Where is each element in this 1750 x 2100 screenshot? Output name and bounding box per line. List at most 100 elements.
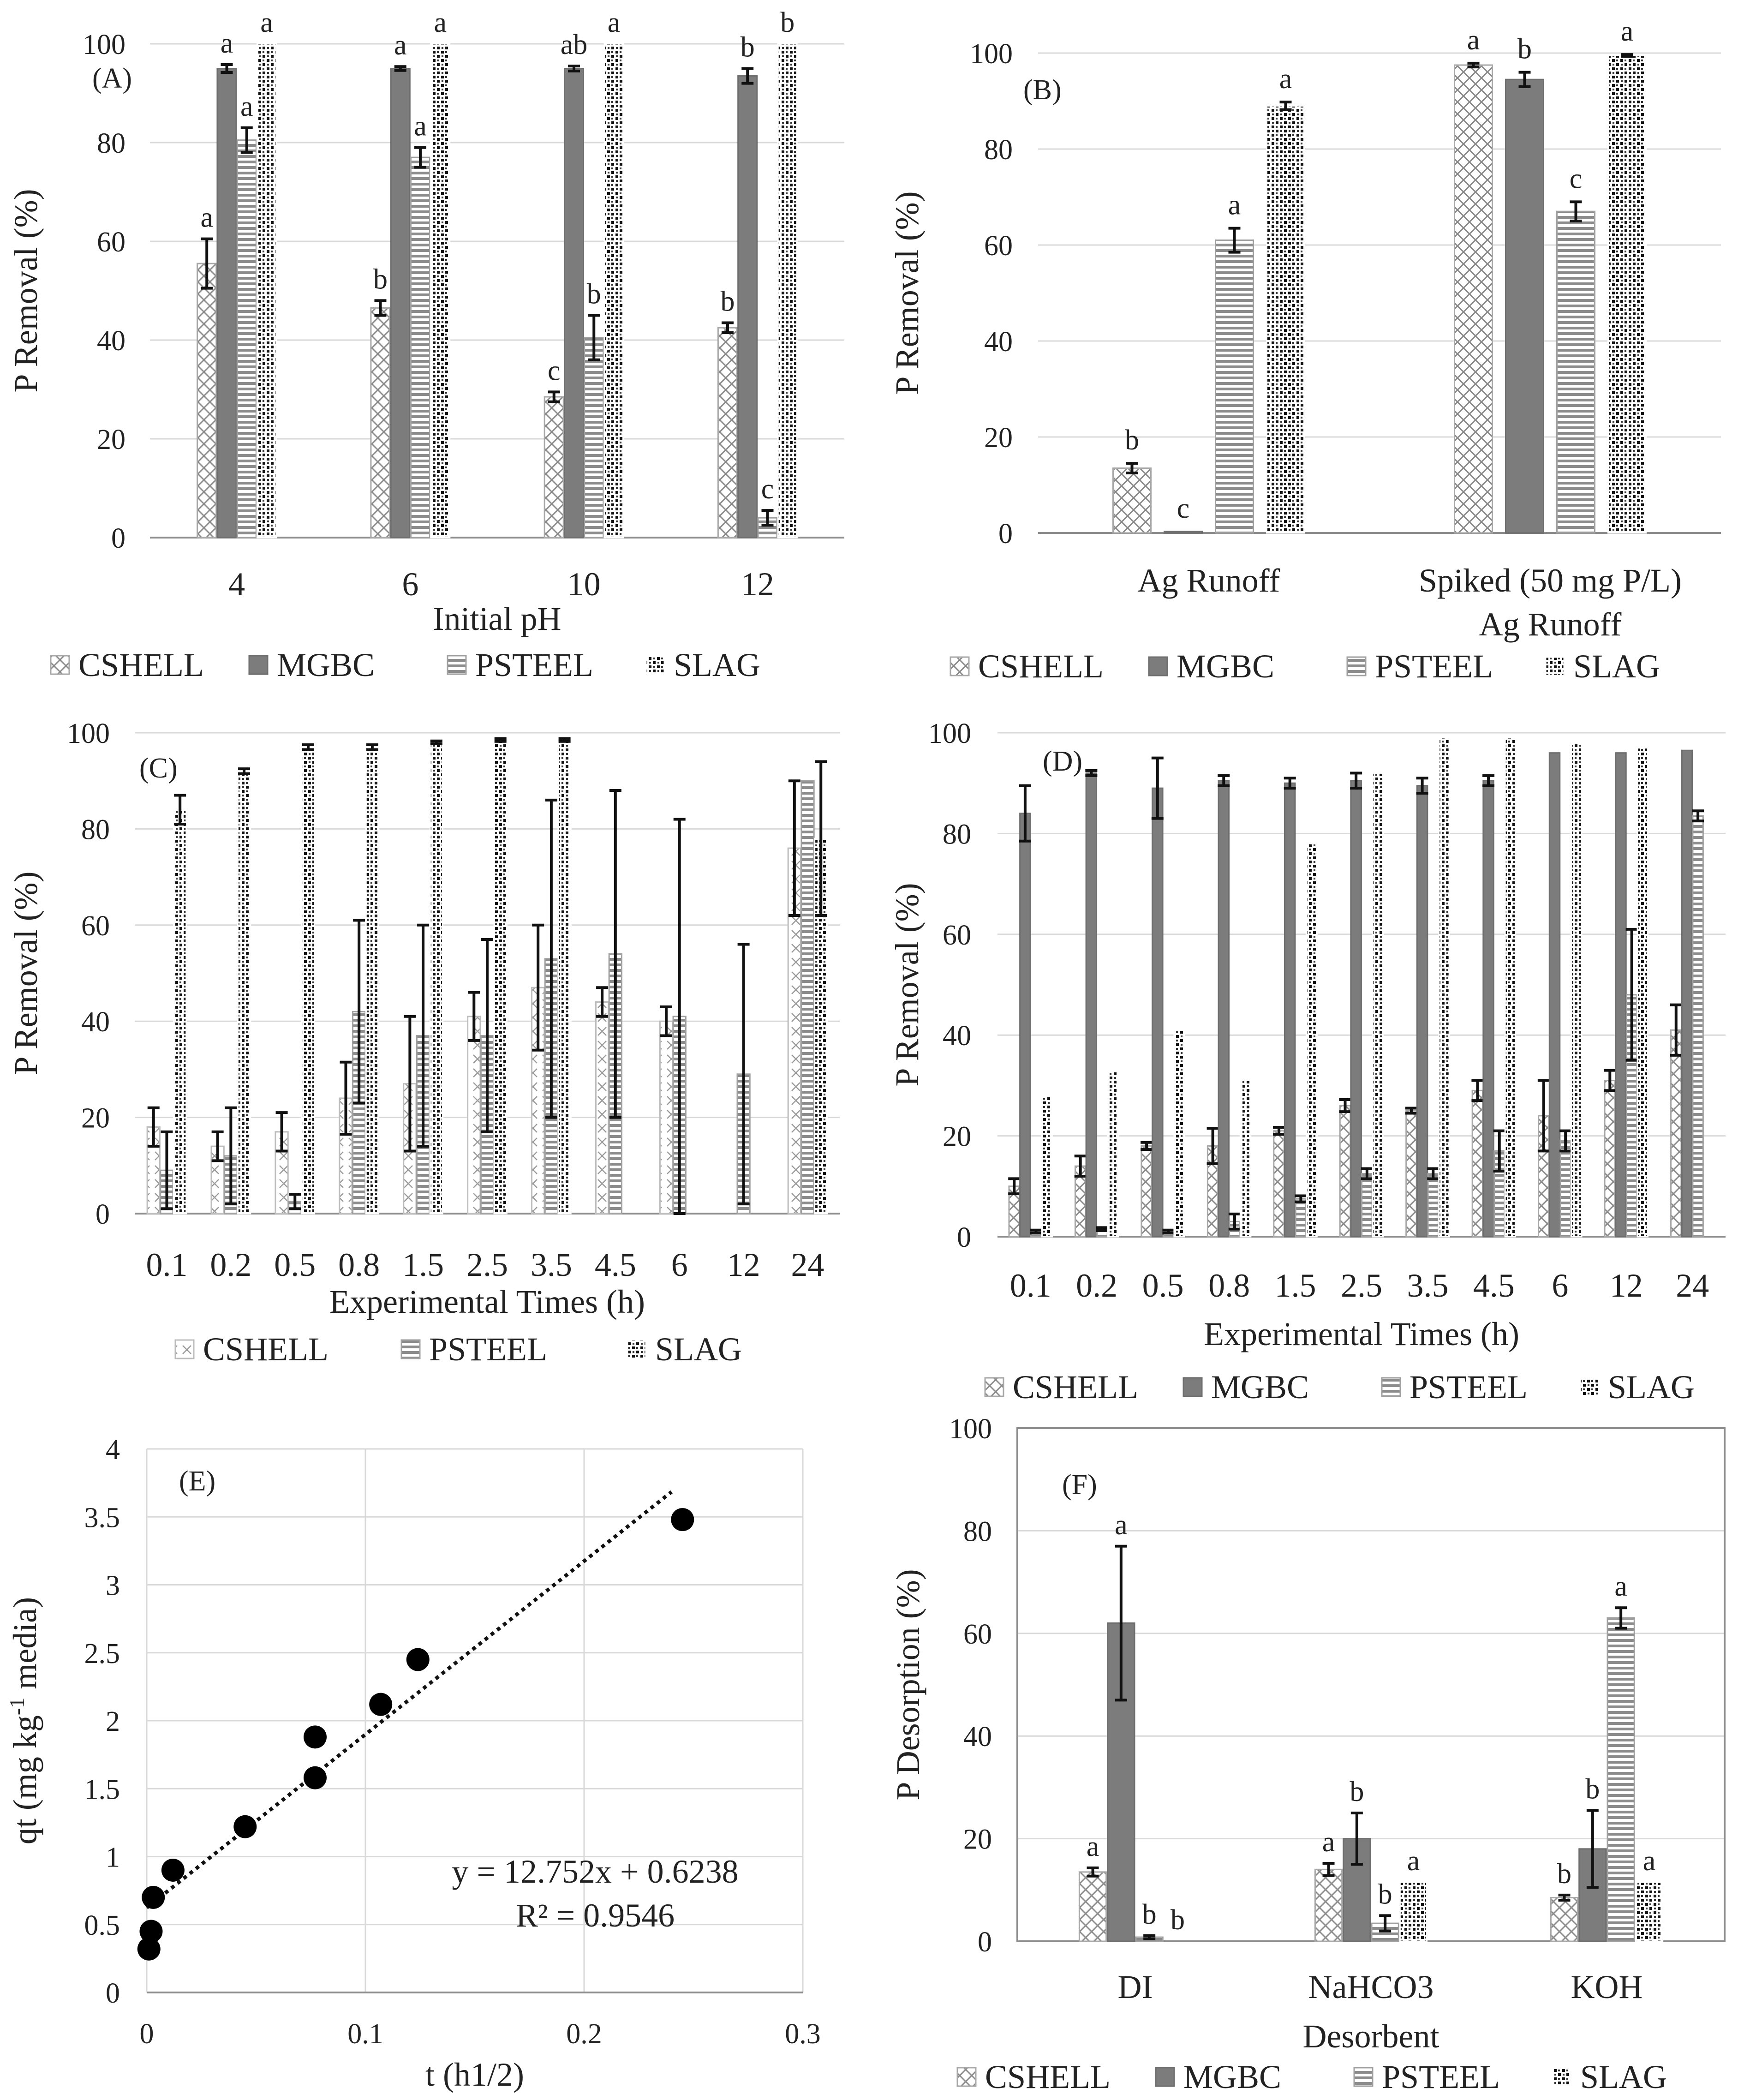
data-point (233, 1815, 257, 1838)
bar-cshell (1454, 64, 1493, 534)
y-tick-label: 0 (96, 1199, 110, 1230)
bar-slag (1637, 747, 1649, 1238)
bar-mgbc (1681, 749, 1693, 1238)
legend-swatch (1183, 1377, 1203, 1397)
panel-label: (A) (92, 63, 132, 94)
legend-label: CSHELL (203, 1331, 328, 1368)
x-tick-label: 6 (671, 1246, 688, 1283)
legend-label: SLAG (1580, 2058, 1667, 2095)
legend-swatch (50, 655, 70, 675)
significance-letter: c (1570, 163, 1583, 194)
bar-mgbc (1085, 772, 1098, 1238)
bar-mgbc (1615, 752, 1627, 1238)
x-tick-label: 10 (567, 566, 601, 603)
legend-label: SLAG (1608, 1369, 1695, 1406)
legend-label: MGBC (1211, 1369, 1309, 1406)
bar-slag (1239, 1079, 1252, 1238)
y-axis-label: P Removal (%) (7, 189, 44, 392)
legend-swatch (1545, 656, 1565, 676)
bar-cshell (1314, 1868, 1343, 1942)
x-tick-label: 0.8 (1208, 1267, 1250, 1304)
x-tick-label: 12 (1610, 1267, 1643, 1304)
y-tick-label: 3 (106, 1570, 120, 1602)
x-tick-label: 0.5 (274, 1246, 316, 1283)
significance-letter: b (720, 286, 735, 317)
bar-slag (1504, 737, 1517, 1238)
y-axis-label: P Removal (%) (889, 191, 926, 395)
bar-slag (1372, 772, 1384, 1238)
legend-swatch (984, 1377, 1004, 1397)
bar-psteel (1295, 1198, 1307, 1238)
y-tick-label: 80 (943, 819, 971, 850)
significance-letter: a (1407, 1845, 1420, 1877)
bar-slag (1107, 1070, 1119, 1238)
bar-mgbc (1218, 780, 1230, 1238)
bar-slag (1306, 843, 1318, 1238)
trendline-equation: y = 12.752x + 0.6238 (452, 1853, 738, 1890)
bar-slag (237, 770, 251, 1215)
bar-mgbc (1152, 787, 1164, 1238)
bar-cshell (1604, 1079, 1616, 1238)
y-axis-label: P Removal (%) (7, 871, 44, 1075)
x-axis-label: Initial pH (433, 600, 561, 637)
bar-psteel (236, 139, 257, 538)
bar-psteel (1556, 210, 1595, 534)
significance-letter: a (260, 7, 273, 38)
bar-mgbc (1164, 531, 1203, 534)
y-axis-label-main: qt (mg kg (6, 1715, 43, 1844)
x-tick-label: 2.5 (1341, 1267, 1382, 1304)
legend-label: PSTEEL (1410, 1369, 1528, 1406)
significance-letter: b (1557, 1858, 1571, 1890)
legend-swatch (447, 655, 467, 675)
panel-label: (F) (1062, 1469, 1097, 1501)
bar-cshell (197, 263, 217, 538)
significance-letter: b (780, 7, 794, 38)
significance-letter: b (1125, 425, 1139, 456)
bar-mgbc (1505, 78, 1544, 534)
legend-swatch (1353, 2067, 1374, 2087)
y-tick-label: 60 (943, 920, 971, 951)
y-tick-label: 80 (984, 134, 1013, 166)
data-point (137, 1937, 161, 1961)
bar-cshell (659, 1020, 674, 1215)
legend-label: PSTEEL (1375, 648, 1493, 685)
bar-cshell (1405, 1110, 1417, 1238)
x-tick-label: 4 (228, 566, 245, 603)
x-tick-label: Ag Runoff (1479, 606, 1622, 643)
y-tick-label: 40 (97, 325, 125, 357)
bar-cshell (370, 307, 391, 538)
bar-cshell (1112, 467, 1152, 534)
bar-slag (1607, 54, 1647, 534)
y-tick-label: 20 (984, 422, 1013, 454)
x-tick-label: 4.5 (1473, 1267, 1515, 1304)
data-point (369, 1693, 393, 1716)
bar-slag (603, 43, 624, 538)
data-point (142, 1885, 165, 1909)
bar-slag (1635, 1881, 1664, 1942)
bar-cshell (1471, 1089, 1484, 1238)
bar-slag (493, 739, 508, 1215)
x-tick-label: 2.5 (466, 1246, 508, 1283)
y-tick-label: 100 (83, 29, 125, 60)
y-tick-label: 80 (81, 814, 110, 845)
bar-slag (430, 43, 451, 538)
trendline (145, 1490, 673, 1909)
legend-label: MGBC (1183, 2058, 1281, 2095)
bar-cshell (595, 1001, 609, 1215)
x-tick-label: 0 (140, 2018, 154, 2050)
y-tick-label: 60 (963, 1619, 992, 1650)
y-tick-label: 2.5 (84, 1638, 120, 1669)
bar-psteel (1692, 815, 1704, 1238)
panel-label: (E) (179, 1466, 215, 1497)
significance-letter: b (1171, 1904, 1185, 1936)
significance-letter: a (1643, 1845, 1656, 1877)
legend-label: PSTEEL (475, 646, 593, 683)
legend-swatch (248, 655, 269, 675)
x-tick-label: NaHCO3 (1308, 1968, 1434, 2005)
x-tick-label: 1.5 (402, 1246, 444, 1283)
data-point (406, 1648, 430, 1671)
data-point (671, 1508, 694, 1532)
x-tick-label: 3.5 (1407, 1267, 1448, 1304)
x-tick-label: 6 (402, 566, 418, 603)
x-tick-label: 24 (791, 1246, 824, 1283)
